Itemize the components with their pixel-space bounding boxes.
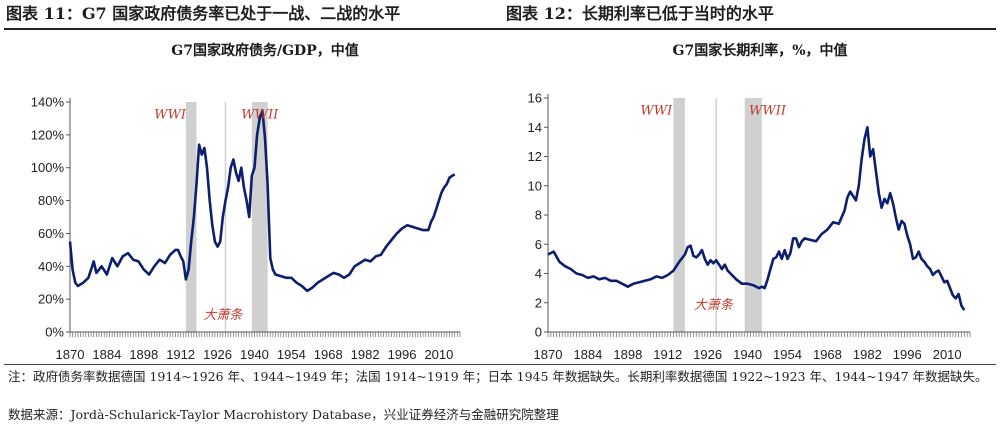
y-tick-label: 120% (31, 127, 65, 142)
x-tick-label: 2010 (933, 347, 962, 362)
war-label-wwi: WWI (154, 108, 187, 123)
x-tick-label: 1996 (893, 347, 922, 362)
war-label-wwii: WWII (749, 104, 787, 119)
x-tick-label: 1912 (653, 347, 682, 362)
x-tick-label: 1940 (240, 347, 269, 362)
y-tick-label: 20% (38, 292, 64, 307)
x-tick-label: 1982 (853, 347, 882, 362)
series-line-0 (547, 126, 966, 311)
x-tick-label: 1898 (129, 347, 158, 362)
y-tick-label: 14 (528, 120, 542, 135)
x-tick-label: 1912 (166, 347, 195, 362)
y-tick-label: 140% (31, 95, 65, 110)
war-shading-wwii (744, 98, 762, 332)
x-tick-label: 1968 (813, 347, 842, 362)
y-tick-label: 40% (38, 259, 64, 274)
x-tick-label: 1982 (351, 347, 380, 362)
x-tick-label: 1996 (388, 347, 417, 362)
x-tick-label: 1898 (613, 347, 642, 362)
figure-12-heading: 图表 12：长期利率已低于当时的水平 (506, 4, 774, 23)
great-depression-label: 大萧条 (694, 298, 734, 313)
footer-rule (4, 364, 996, 365)
figure-11-heading: 图表 11：G7 国家政府债务率已处于一战、二战的水平 (6, 4, 401, 23)
x-tick-label: 1954 (277, 347, 306, 362)
data-source: 数据来源：Jordà-Schularick-Taylor Macrohistor… (8, 407, 559, 422)
rate-chart-title: G7国家长期利率，%，中值 (672, 43, 848, 59)
war-label-wwii: WWII (241, 108, 279, 123)
x-tick-label: 1884 (92, 347, 121, 362)
footnote: 注：政府债务率数据德国 1914~1926 年、1944~1949 年；法国 1… (8, 369, 988, 384)
y-tick-label: 0% (45, 325, 64, 340)
y-tick-label: 12 (528, 149, 542, 164)
x-tick-label: 1926 (693, 347, 722, 362)
debt-chart-title: G7国家政府债务/GDP，中值 (171, 43, 359, 59)
series-line-0 (68, 108, 456, 293)
y-tick-label: 6 (535, 237, 542, 252)
x-tick-label: 1884 (573, 347, 602, 362)
x-tick-label: 2010 (424, 347, 453, 362)
y-tick-label: 2 (535, 295, 542, 310)
y-tick-label: 0 (535, 325, 542, 340)
x-tick-label: 1940 (733, 347, 762, 362)
x-tick-label: 1870 (56, 347, 85, 362)
great-depression-label: 大萧条 (203, 308, 243, 323)
debt-to-gdp-chart: 0% 20% 40% 60% 80% 100% 120% 140% 1870 1884 1898 19… (31, 95, 461, 362)
y-tick-label: 16 (528, 91, 542, 106)
war-shading-wwi (185, 102, 197, 332)
y-tick-label: 80% (38, 193, 64, 208)
x-tick-label: 1954 (773, 347, 802, 362)
x-tick-label: 1968 (314, 347, 343, 362)
y-tick-label: 8 (535, 208, 542, 223)
x-tick-label: 1926 (203, 347, 232, 362)
y-tick-label: 10 (528, 178, 542, 193)
y-tick-label: 100% (31, 160, 65, 175)
long-term-rate-chart: 0 2 4 6 8 10 12 14 16 1870 1884 1898 1912 1926 1940 195… (528, 91, 971, 362)
war-shading-wwi (673, 98, 685, 332)
y-tick-label: 60% (38, 226, 64, 241)
x-tick-label: 1870 (534, 347, 563, 362)
header-rule (4, 28, 996, 30)
war-label-wwi: WWI (640, 104, 673, 119)
y-tick-label: 4 (535, 266, 542, 281)
